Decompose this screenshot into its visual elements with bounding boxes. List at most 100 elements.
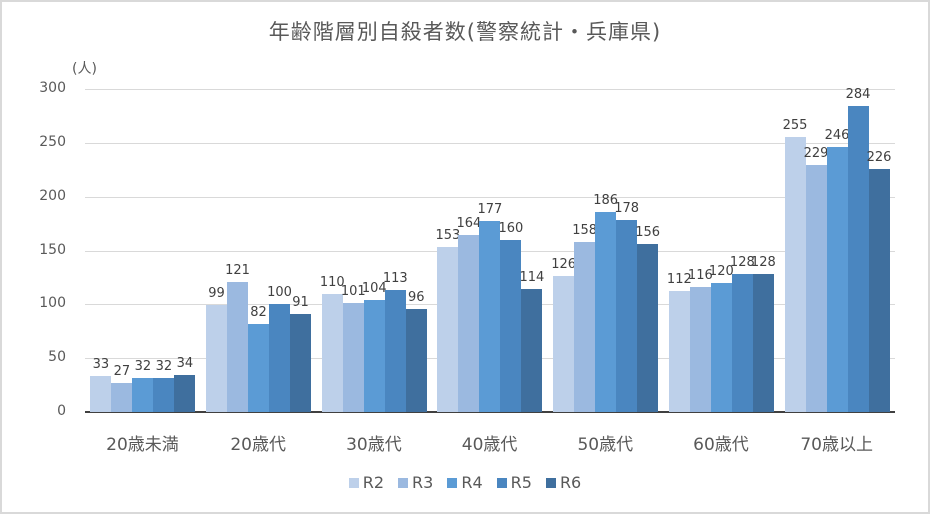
data-label: 32 [134, 358, 152, 374]
bar-r3 [111, 382, 133, 412]
bar-r3 [458, 235, 480, 412]
data-label: 186 [593, 192, 619, 208]
x-category-label: 30歳代 [346, 435, 402, 455]
data-label: 121 [225, 262, 250, 278]
bar-r4 [826, 147, 848, 412]
bar-r3 [805, 165, 827, 412]
bar-r5 [384, 290, 406, 412]
data-label: 126 [551, 257, 577, 273]
bar-r2 [553, 276, 575, 412]
bar-r6 [752, 274, 774, 412]
bar-r3 [227, 281, 249, 412]
y-tick-label: 150 [39, 242, 66, 258]
bar-r2 [90, 376, 112, 412]
data-label: 246 [824, 128, 850, 144]
data-label: 128 [729, 255, 755, 271]
bar-r2 [437, 247, 459, 412]
bar-r6 [405, 308, 427, 412]
data-label: 153 [435, 228, 461, 244]
legend-item-r4: R4 [447, 473, 483, 492]
bar-r3 [574, 241, 596, 412]
data-label: 177 [477, 202, 503, 218]
y-tick-label: 200 [39, 188, 66, 204]
data-label: 110 [319, 274, 345, 290]
data-label: 226 [866, 149, 892, 165]
y-tick-label: 50 [48, 349, 66, 365]
x-category-label: 20歳代 [230, 435, 286, 455]
legend-label: R2 [362, 473, 385, 492]
bar-r4 [595, 211, 617, 412]
data-label: 112 [666, 272, 692, 288]
bar-r4 [363, 300, 385, 412]
bar-r5 [616, 220, 638, 412]
data-label: 120 [708, 263, 734, 279]
data-label: 128 [750, 255, 776, 271]
x-category-label: 60歳代 [693, 435, 749, 455]
bar-r5 [153, 377, 175, 412]
y-tick-label: 300 [39, 80, 66, 96]
legend-label: R4 [461, 473, 483, 492]
legend-label: R3 [412, 473, 434, 492]
data-label: 255 [782, 118, 808, 134]
bar-r6 [637, 244, 659, 412]
x-category-label: 20歳未満 [106, 435, 179, 455]
y-tick-label: 0 [57, 403, 66, 419]
data-label: 101 [340, 284, 366, 300]
legend-item-r3: R3 [398, 473, 433, 492]
legend-item-r5: R5 [496, 473, 532, 492]
bar-r4 [710, 282, 732, 412]
data-label: 229 [803, 146, 829, 162]
data-label: 164 [456, 216, 482, 232]
x-category-label: 70歳以上 [800, 435, 873, 455]
y-axis-unit: (人) [72, 61, 97, 77]
data-label: 82 [250, 304, 267, 320]
data-label: 156 [635, 225, 661, 241]
data-label: 32 [155, 358, 173, 374]
bar-r6 [868, 168, 890, 412]
legend-swatch-icon [398, 477, 409, 488]
data-label: 27 [113, 363, 131, 379]
bar-r3 [342, 303, 364, 412]
data-label: 113 [382, 271, 408, 287]
data-label: 284 [845, 87, 871, 103]
bar-r4 [132, 377, 154, 412]
bar-r5 [847, 106, 869, 412]
bar-r3 [689, 287, 711, 412]
bar-r6 [290, 314, 312, 412]
bar-r4 [248, 323, 270, 412]
data-label: 91 [292, 295, 309, 311]
bar-r4 [479, 221, 501, 412]
legend-label: R5 [510, 473, 532, 492]
gridline [85, 89, 895, 90]
data-label: 160 [498, 220, 524, 236]
data-label: 158 [572, 222, 598, 238]
bar-r2 [206, 305, 228, 412]
data-label: 178 [614, 201, 640, 217]
x-category-label: 40歳代 [461, 435, 518, 455]
legend-swatch-icon [447, 477, 458, 488]
legend-item-r6: R6 [545, 473, 582, 492]
y-tick-label: 100 [39, 295, 66, 311]
bar-r6 [174, 375, 196, 412]
bar-r2 [784, 137, 806, 412]
data-label: 104 [361, 281, 387, 297]
x-category-label: 50歳代 [577, 435, 634, 455]
data-label: 100 [267, 285, 292, 301]
gridline [85, 197, 895, 198]
y-tick-label: 250 [39, 134, 66, 150]
bar-r6 [521, 289, 543, 412]
legend-label: R6 [559, 473, 582, 492]
data-label: 33 [92, 357, 110, 373]
bar-r5 [500, 239, 522, 412]
gridline [85, 143, 895, 144]
bar-r5 [731, 274, 753, 412]
legend-swatch-icon [545, 477, 556, 488]
bar-r2 [668, 291, 690, 412]
legend-swatch-icon [496, 477, 507, 488]
x-axis-line [85, 411, 895, 413]
data-label: 96 [407, 289, 425, 305]
data-label: 116 [687, 268, 713, 284]
data-label: 99 [208, 286, 225, 302]
data-label: 34 [176, 356, 194, 372]
legend-swatch-icon [348, 477, 359, 488]
